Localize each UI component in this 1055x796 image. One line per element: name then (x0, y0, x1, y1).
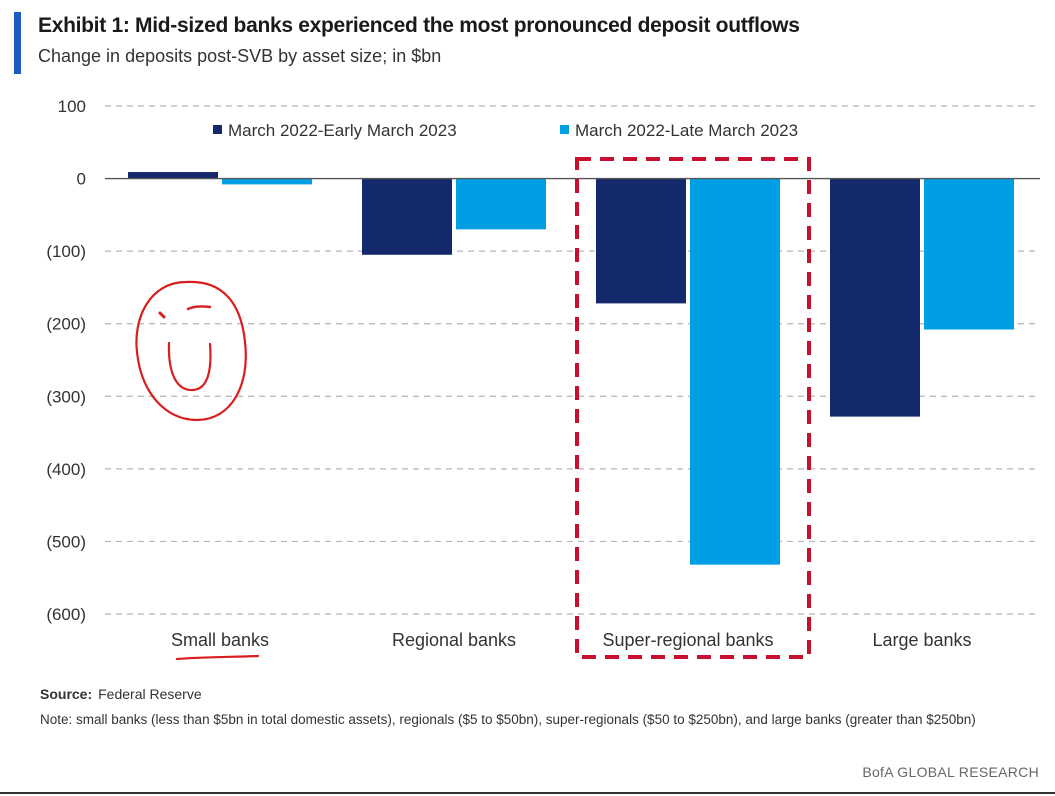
source-label: Source: (40, 686, 93, 702)
bar (128, 172, 218, 179)
legend: March 2022-Early March 2023 March 2022-La… (213, 121, 798, 140)
y-tick-label: 0 (77, 170, 86, 189)
footnote: Note: small banks (less than $5bn in tot… (40, 712, 976, 727)
bar (596, 178, 686, 304)
smiley-left-eye (158, 311, 166, 319)
smiley-face-outline (135, 280, 247, 422)
legend-swatch (213, 125, 222, 134)
chart-title: Exhibit 1: Mid-sized banks experienced t… (38, 14, 800, 37)
chart-subtitle: Change in deposits post-SVB by asset siz… (38, 46, 442, 66)
bar (690, 178, 780, 565)
annotations (135, 157, 811, 661)
y-tick-label: (200) (46, 315, 86, 334)
y-tick-label: (500) (46, 532, 86, 551)
title-accent-bar (14, 12, 21, 74)
bottom-rule (0, 792, 1055, 794)
bar (362, 178, 452, 255)
legend-swatch (560, 125, 569, 134)
bar (222, 178, 312, 185)
y-tick-label: 100 (58, 97, 86, 116)
y-tick-label: (100) (46, 242, 86, 261)
x-tick-label: Regional banks (392, 630, 516, 650)
y-tick-label: (300) (46, 387, 86, 406)
bar-chart: 100 0 (100) (200) (300) (400) (500) (600) Small… (46, 97, 1040, 661)
x-tick-label: Small banks (171, 630, 269, 650)
bar (830, 178, 920, 417)
gridlines (105, 105, 1040, 615)
bars (128, 172, 1014, 565)
highlight-box (575, 157, 811, 659)
x-axis-category-labels: Small banks Regional banks Super-regional … (171, 630, 972, 650)
smiley-mouth (167, 341, 212, 392)
x-tick-label: Large banks (872, 630, 971, 650)
x-tick-label: Super-regional banks (602, 630, 773, 650)
legend-label: March 2022-Early March 2023 (228, 121, 457, 140)
brand-label: BofA GLOBAL RESEARCH (862, 764, 1039, 780)
smiley-right-eye (186, 305, 212, 311)
source-text: Federal Reserve (98, 686, 202, 702)
source-line: Source: Federal Reserve (40, 686, 202, 702)
small-banks-underline (175, 654, 260, 661)
y-tick-label: (400) (46, 460, 86, 479)
y-tick-label: (600) (46, 605, 86, 624)
bar (924, 178, 1014, 330)
y-axis-tick-labels: 100 0 (100) (200) (300) (400) (500) (600) (46, 97, 86, 624)
legend-label: March 2022-Late March 2023 (575, 121, 798, 140)
bar (456, 178, 546, 230)
